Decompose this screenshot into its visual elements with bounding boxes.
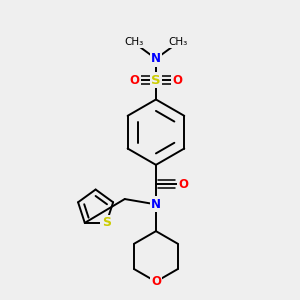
Text: O: O (130, 74, 140, 87)
Text: CH₃: CH₃ (124, 38, 143, 47)
Text: O: O (179, 178, 189, 191)
Text: S: S (102, 216, 111, 230)
Text: O: O (151, 275, 161, 288)
Text: O: O (172, 74, 182, 87)
Text: CH₃: CH₃ (169, 38, 188, 47)
Text: N: N (151, 52, 161, 65)
Text: S: S (151, 74, 161, 87)
Text: N: N (151, 198, 161, 211)
